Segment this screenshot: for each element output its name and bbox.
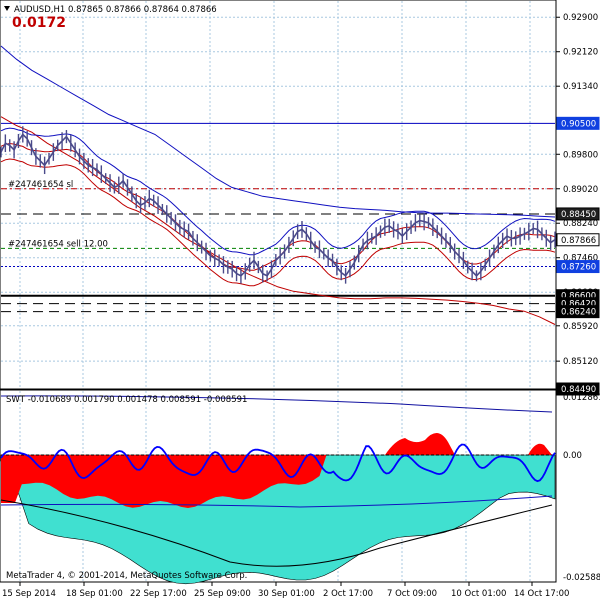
order-sl-label[interactable]: #247461654 sl	[8, 180, 73, 190]
price-axis-label: 0.89800	[563, 150, 598, 160]
price-marker-label: 0.87866	[561, 236, 596, 246]
time-axis-label: 7 Oct 09:00	[387, 589, 437, 599]
time-axis-label: 22 Sep 17:00	[130, 589, 187, 599]
price-marker-label: 0.88450	[561, 210, 596, 220]
price-axis-label: 0.85120	[563, 357, 598, 367]
price-marker-label: 0.86240	[561, 308, 596, 318]
indicator-axis-label: 0.00	[563, 451, 582, 461]
price-marker-label: 0.90500	[561, 119, 596, 129]
ma-slow-blue	[0, 45, 556, 218]
time-axis-label: 14 Oct 17:00	[514, 589, 569, 599]
indicator-axis-label: 0.012861	[563, 393, 600, 403]
chart-grid	[1, 1, 555, 581]
symbol-title: AUDUSD,H1	[14, 5, 65, 15]
price-marker-box	[556, 207, 600, 221]
time-axis-label: 30 Sep 01:00	[258, 589, 315, 599]
price-marker-box	[556, 233, 600, 247]
price-marker-label: 0.84490	[561, 385, 596, 395]
swt-mid-line	[0, 495, 553, 508]
price-marker-label: 0.86420	[561, 300, 596, 310]
price-axis-label: 0.92900	[563, 13, 598, 23]
swt-line	[0, 443, 556, 483]
swt-upper-line	[0, 395, 553, 413]
price-marker-box	[556, 305, 600, 319]
price-axis-label: 0.88240	[563, 219, 598, 229]
swt-red-bump	[528, 443, 552, 455]
swt-lower-line	[0, 499, 553, 567]
time-axis-label: 25 Sep 09:00	[194, 589, 251, 599]
price-pane[interactable]	[0, 0, 557, 390]
lower-band	[0, 158, 556, 287]
upper-band	[0, 127, 556, 256]
menu-triangle-icon[interactable]	[4, 6, 10, 11]
price-markers: 0.90500 0.88450 0.87866 0.87260 0.866000.864…	[556, 116, 600, 396]
swt-red-area	[1, 455, 555, 508]
time-axis-label: 10 Oct 01:00	[451, 589, 506, 599]
profit-value: 0.0172	[12, 15, 66, 31]
time-axis-label: 2 Oct 17:00	[323, 589, 373, 599]
level-lines	[1, 122, 555, 313]
ohlc-values: 0.87865 0.87866 0.87864 0.87866	[68, 5, 217, 15]
price-axis-label: 0.89020	[563, 185, 598, 195]
price-marker-box	[556, 116, 600, 130]
price-axis-label: 0.87460	[563, 254, 598, 264]
price-marker-label: 0.87260	[561, 263, 596, 273]
time-axis-label: 18 Sep 01:00	[66, 589, 123, 599]
price-axis-label: 0.92120	[563, 48, 598, 58]
order-sell-label[interactable]: #247461654 sell 12.00	[8, 239, 108, 249]
copyright-text: MetaTrader 4, © 2001-2014, MetaQuotes So…	[6, 571, 247, 581]
price-axis-label: 0.91340	[563, 82, 598, 92]
swt-indicator	[0, 395, 556, 585]
swt-red-bump	[385, 432, 455, 455]
price-marker-box	[556, 260, 600, 274]
indicator-title: SWT -0.010689 0.001790 0.001478 0.008591…	[6, 395, 247, 405]
price-marker-box	[556, 382, 600, 396]
price-series	[0, 126, 556, 284]
indicator-axis-label: -0.025883	[563, 573, 600, 583]
time-axis-label: 15 Sep 2014	[2, 589, 56, 599]
price-marker-label: 0.86600	[561, 292, 596, 302]
price-axis-label: 0.85920	[563, 322, 598, 332]
price-line	[0, 133, 556, 277]
